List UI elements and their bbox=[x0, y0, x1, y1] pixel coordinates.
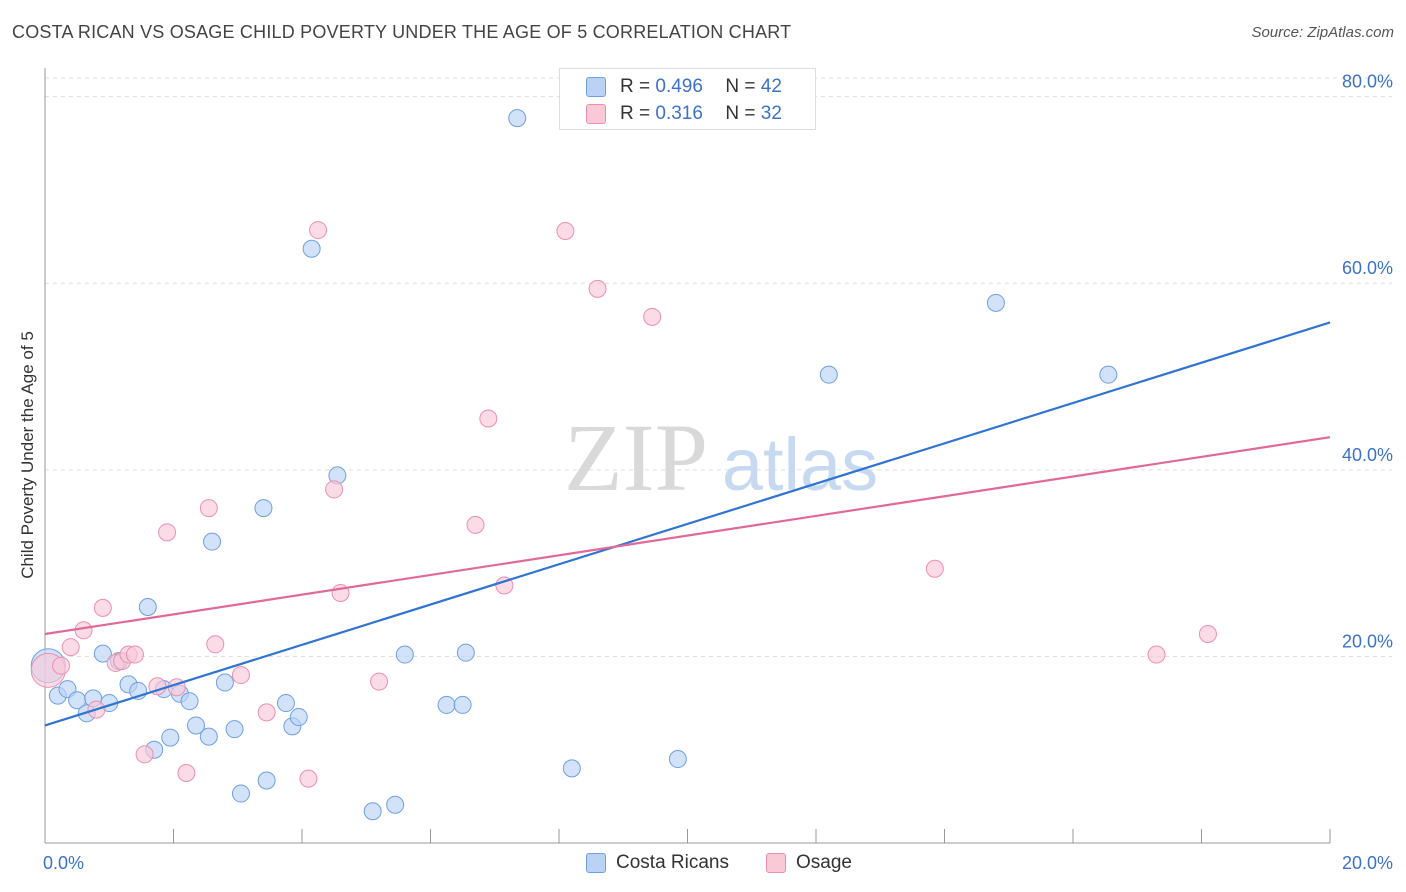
legend-n-value-pink: 32 bbox=[760, 103, 782, 124]
legend-r-label-blue: R = bbox=[620, 76, 651, 97]
legend-n-value-blue: 42 bbox=[760, 76, 782, 97]
bottom-swatch-pink bbox=[766, 853, 786, 873]
costa-ricans-point bbox=[986, 293, 1005, 312]
costa-ricans-trend-line bbox=[44, 321, 1331, 727]
costa-ricans-point bbox=[138, 597, 157, 616]
watermark-zip: ZIP bbox=[564, 404, 708, 511]
legend-r-value-pink: 0.316 bbox=[655, 103, 703, 124]
legend-r-label-pink: R = bbox=[620, 103, 651, 124]
legend-n-label-pink: N = bbox=[725, 103, 756, 124]
costa-ricans-point bbox=[276, 694, 295, 713]
x-tick-label-max: 20.0% bbox=[1342, 853, 1393, 873]
osage-point bbox=[925, 559, 944, 578]
watermark: ZIP atlas bbox=[564, 404, 878, 511]
osage-point bbox=[135, 745, 154, 764]
osage-point bbox=[177, 764, 196, 783]
osage-point bbox=[1198, 625, 1217, 644]
costa-ricans-point bbox=[161, 728, 180, 747]
costa-ricans-point bbox=[215, 673, 234, 692]
legend-row-costa-ricans: R = 0.496 N = 42 bbox=[586, 76, 782, 98]
costa-ricans-point bbox=[203, 532, 222, 551]
osage-points bbox=[30, 221, 1217, 788]
legend-row-osage: R = 0.316 N = 32 bbox=[586, 103, 782, 125]
costa-ricans-point bbox=[1099, 365, 1118, 384]
osage-point bbox=[495, 576, 514, 595]
osage-point bbox=[206, 635, 225, 654]
y-tick-label: 60.0% bbox=[1342, 258, 1393, 278]
costa-ricans-point bbox=[199, 727, 218, 746]
osage-point bbox=[466, 515, 485, 534]
tick-labels: 20.0% 40.0% 60.0% 80.0% 0.0% 20.0% bbox=[43, 72, 1393, 873]
osage-point bbox=[52, 656, 71, 675]
osage-point bbox=[158, 523, 177, 542]
osage-point bbox=[199, 499, 218, 518]
y-tick-label: 20.0% bbox=[1342, 631, 1393, 651]
costa-ricans-point bbox=[257, 771, 276, 790]
costa-ricans-point bbox=[562, 759, 581, 778]
bottom-legend-osage: Osage bbox=[766, 852, 852, 874]
costa-ricans-point bbox=[363, 802, 382, 821]
osage-point bbox=[61, 638, 80, 657]
osage-point bbox=[325, 480, 344, 499]
costa-ricans-point bbox=[437, 695, 456, 714]
costa-ricans-point bbox=[386, 795, 405, 814]
osage-point bbox=[643, 307, 662, 326]
costa-ricans-point bbox=[508, 109, 527, 128]
osage-point bbox=[370, 672, 389, 691]
osage-point bbox=[125, 645, 144, 664]
costa-ricans-point bbox=[289, 708, 308, 727]
osage-point bbox=[74, 621, 93, 640]
trend-lines bbox=[44, 321, 1331, 727]
y-tick-label: 40.0% bbox=[1342, 445, 1393, 465]
osage-point bbox=[1147, 645, 1166, 664]
source-label: Source: ZipAtlas.com bbox=[1251, 24, 1394, 41]
x-tick-label-min: 0.0% bbox=[43, 853, 84, 873]
osage-point bbox=[588, 279, 607, 298]
costa-ricans-point bbox=[453, 695, 472, 714]
costa-ricans-point bbox=[395, 645, 414, 664]
osage-point bbox=[479, 409, 498, 428]
stats-legend: R = 0.496 N = 42 R = 0.316 N = 32 bbox=[559, 68, 816, 130]
costa-ricans-point bbox=[819, 365, 838, 384]
bottom-swatch-blue bbox=[586, 853, 606, 873]
axes bbox=[44, 68, 1331, 844]
osage-point bbox=[309, 221, 328, 240]
costa-ricans-swatch bbox=[586, 77, 606, 97]
osage-point bbox=[257, 703, 276, 722]
costa-ricans-point bbox=[456, 643, 475, 662]
costa-ricans-point bbox=[180, 692, 199, 711]
costa-ricans-point bbox=[225, 720, 244, 739]
osage-point bbox=[299, 769, 318, 788]
costa-ricans-point bbox=[186, 716, 205, 735]
legend-n-label-blue: N = bbox=[725, 76, 756, 97]
osage-point bbox=[93, 598, 112, 617]
osage-trend-line bbox=[44, 436, 1331, 636]
y-tick-label: 80.0% bbox=[1342, 72, 1393, 92]
legend-r-value-blue: 0.496 bbox=[655, 76, 703, 97]
costa-ricans-point bbox=[302, 239, 321, 258]
bottom-legend-label-pink: Osage bbox=[796, 852, 852, 873]
bottom-legend-label-blue: Costa Ricans bbox=[616, 852, 729, 873]
osage-swatch bbox=[586, 104, 606, 124]
osage-point bbox=[556, 222, 575, 240]
osage-point bbox=[231, 666, 250, 685]
costa-ricans-point bbox=[231, 784, 250, 803]
bottom-legend-costa-ricans: Costa Ricans bbox=[586, 852, 729, 874]
costa-ricans-point bbox=[93, 644, 112, 663]
costa-ricans-point bbox=[668, 750, 687, 769]
costa-ricans-point bbox=[254, 499, 273, 518]
watermark-atlas: atlas bbox=[722, 423, 878, 506]
chart-title: COSTA RICAN VS OSAGE CHILD POVERTY UNDER… bbox=[12, 22, 792, 42]
